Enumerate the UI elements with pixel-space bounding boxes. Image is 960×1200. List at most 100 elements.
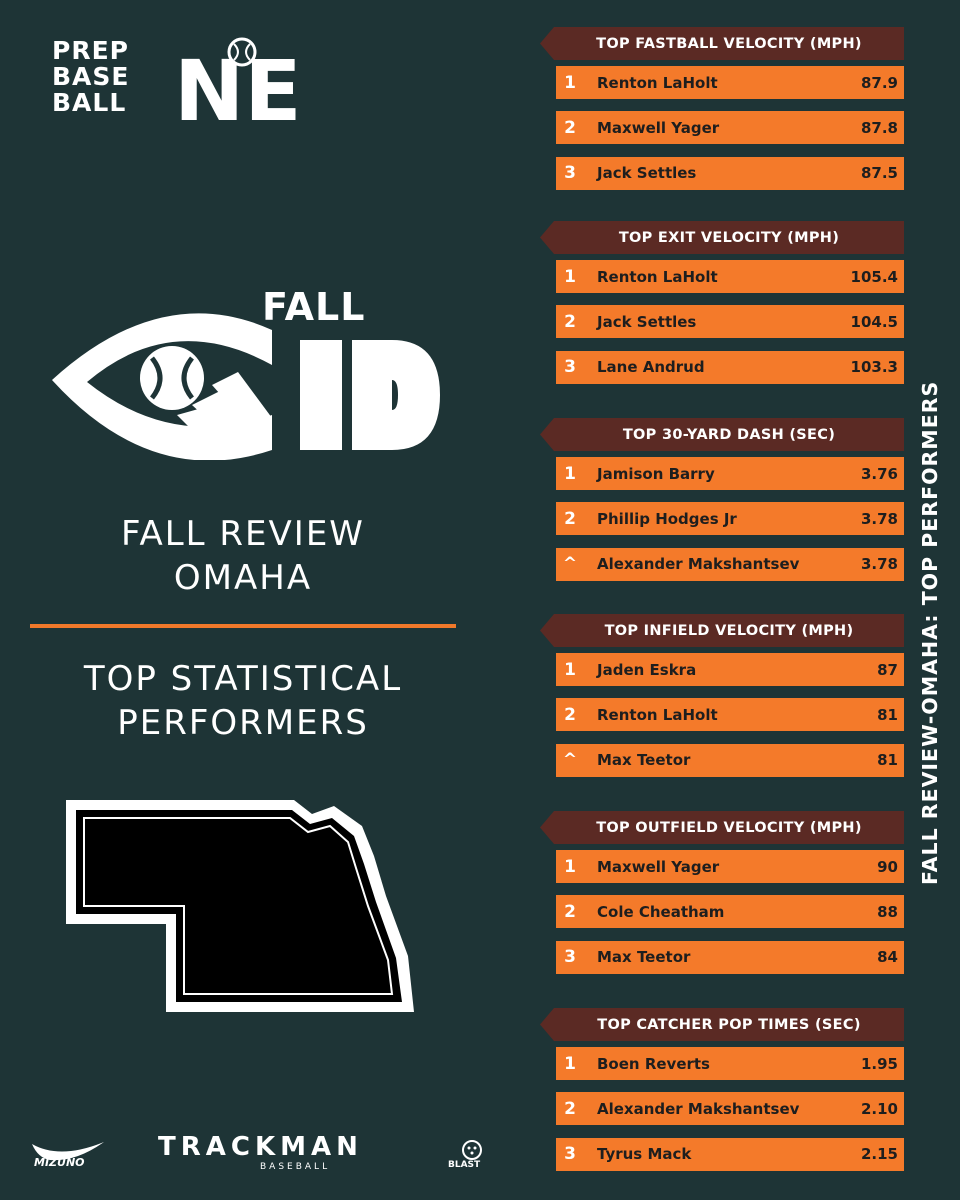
player-name: Lane Andrud <box>597 358 705 377</box>
stat-value: 88 <box>877 902 898 921</box>
rank-badge: 3 <box>564 1144 576 1165</box>
leaderboard-row: 2 Maxwell Yager 87.8 <box>556 111 904 145</box>
id-letter-i <box>300 340 342 450</box>
leaderboard-section: TOP FASTBALL VELOCITY (MPH) 1 Renton LaHol… <box>540 27 904 202</box>
stat-value: 81 <box>877 705 898 724</box>
leaderboard-row: 2 Cole Cheatham 88 <box>556 895 904 929</box>
stat-value: 104.5 <box>850 312 898 331</box>
prep-baseball-ne-logo: PREP BASE BALL NE <box>52 36 302 132</box>
section-header: TOP OUTFIELD VELOCITY (MPH) <box>540 811 904 844</box>
player-name: Jamison Barry <box>597 464 715 483</box>
player-name: Jack Settles <box>597 164 697 183</box>
leaderboard-row: 1 Jaden Eskra 87 <box>556 653 904 686</box>
rank-badge: ^ <box>562 750 578 771</box>
trackman-subtitle: BASEBALL <box>260 1162 331 1172</box>
player-name: Alexander Makshantsev <box>597 555 800 574</box>
stat-value: 84 <box>877 948 898 967</box>
rank-badge: 1 <box>564 856 576 877</box>
leaderboard-row: 1 Renton LaHolt 87.9 <box>556 66 904 99</box>
leaderboard-section: TOP 30-YARD DASH (SEC) 1 Jamison Barry 3.76… <box>540 418 904 593</box>
speed-trail-icon <box>177 372 272 440</box>
rank-badge: 2 <box>564 1098 576 1119</box>
trackman-wordmark: TRACKMAN <box>158 1132 363 1162</box>
player-name: Maxwell Yager <box>597 857 720 876</box>
player-name: Renton LaHolt <box>597 705 718 724</box>
orange-divider <box>30 624 456 628</box>
blast-logo-icon <box>462 1140 482 1160</box>
rank-badge: 2 <box>564 311 576 332</box>
rank-badge: 3 <box>564 357 576 378</box>
mizuno-wordmark: MIZUNO <box>34 1156 85 1169</box>
stat-value: 90 <box>877 857 898 876</box>
rank-badge: 1 <box>564 1053 576 1074</box>
leaderboard-row: 2 Phillip Hodges Jr 3.78 <box>556 502 904 536</box>
stat-value: 3.78 <box>860 509 898 528</box>
stat-value: 87.8 <box>860 118 898 137</box>
player-name: Max Teetor <box>597 948 691 967</box>
section-header: TOP FASTBALL VELOCITY (MPH) <box>540 27 904 60</box>
rank-badge: ^ <box>562 554 578 575</box>
rank-badge: 3 <box>564 947 576 968</box>
leaderboard-row: 3 Jack Settles 87.5 <box>556 156 904 190</box>
leaderboard-row: 3 Tyrus Mack 2.15 <box>556 1137 904 1171</box>
ball-icon <box>140 346 204 410</box>
prep-baseball-wordmark: PREP BASE BALL <box>52 36 130 117</box>
nebraska-state-icon <box>66 800 414 1012</box>
leaderboard-section: TOP CATCHER POP TIMES (SEC) 1 Boen Reverts… <box>540 1008 904 1183</box>
player-name: Tyrus Mack <box>597 1145 692 1164</box>
player-name: Jack Settles <box>597 312 697 331</box>
leaderboard-row: 2 Jack Settles 104.5 <box>556 305 904 339</box>
player-name: Cole Cheatham <box>597 902 725 921</box>
rank-badge: 2 <box>564 117 576 138</box>
player-name: Maxwell Yager <box>597 118 720 137</box>
player-name: Alexander Makshantsev <box>597 1099 800 1118</box>
player-name: Boen Reverts <box>597 1054 710 1073</box>
leaderboard-row: 1 Maxwell Yager 90 <box>556 850 904 883</box>
player-name: Max Teetor <box>597 751 691 770</box>
leaderboard-section: TOP INFIELD VELOCITY (MPH) 1 Jaden Eskra 87… <box>540 614 904 789</box>
stat-value: 103.3 <box>850 358 898 377</box>
baseball-icon <box>227 37 257 67</box>
player-name: Renton LaHolt <box>597 267 718 286</box>
leaderboard-row: 1 Renton LaHolt 105.4 <box>556 260 904 293</box>
page-subtitle: TOP STATISTICAL PERFORMERS <box>83 659 403 743</box>
player-name: Renton LaHolt <box>597 73 718 92</box>
leaderboard-row: 2 Alexander Makshantsev 2.10 <box>556 1092 904 1126</box>
stat-value: 87 <box>877 660 898 679</box>
event-title: FALL REVIEW OMAHA <box>121 514 365 598</box>
stat-value: 105.4 <box>850 267 898 286</box>
rank-badge: 3 <box>564 163 576 184</box>
leaderboard-row: 1 Jamison Barry 3.76 <box>556 457 904 490</box>
leaderboard-row: 3 Max Teetor 84 <box>556 940 904 974</box>
id-letter-d <box>352 340 440 450</box>
sponsor-bar: MIZUNO TRACKMAN BASEBALL BLAST <box>30 1130 510 1180</box>
stat-value: 3.76 <box>860 464 898 483</box>
section-header: TOP CATCHER POP TIMES (SEC) <box>540 1008 904 1041</box>
stat-value: 3.78 <box>860 555 898 574</box>
rank-badge: 2 <box>564 901 576 922</box>
rank-badge: 2 <box>564 704 576 725</box>
rank-badge: 1 <box>564 463 576 484</box>
mizuno-logo-icon <box>32 1142 104 1161</box>
leaderboard-row: ^ Alexander Makshantsev 3.78 <box>556 547 904 581</box>
leaderboard-section: TOP OUTFIELD VELOCITY (MPH) 1 Maxwell Yage… <box>540 811 904 986</box>
leaderboard-row: 1 Boen Reverts 1.95 <box>556 1047 904 1080</box>
rank-badge: 1 <box>564 266 576 287</box>
fall-id-logo <box>52 313 440 460</box>
section-header: TOP EXIT VELOCITY (MPH) <box>540 221 904 254</box>
rank-badge: 1 <box>564 72 576 93</box>
rank-badge: 1 <box>564 659 576 680</box>
leaderboard-row: ^ Max Teetor 81 <box>556 743 904 777</box>
ne-region-mark: NE <box>174 37 302 132</box>
stat-value: 81 <box>877 751 898 770</box>
blast-wordmark: BLAST <box>448 1160 481 1170</box>
stat-value: 87.5 <box>860 164 898 183</box>
leaderboard-row: 2 Renton LaHolt 81 <box>556 698 904 732</box>
leaderboard-section: TOP EXIT VELOCITY (MPH) 1 Renton LaHolt 105… <box>540 221 904 396</box>
stat-value: 1.95 <box>860 1054 898 1073</box>
section-header: TOP INFIELD VELOCITY (MPH) <box>540 614 904 647</box>
leaderboard-row: 3 Lane Andrud 103.3 <box>556 350 904 384</box>
eye-outline-icon <box>52 313 272 460</box>
player-name: Jaden Eskra <box>597 660 697 679</box>
rank-badge: 2 <box>564 508 576 529</box>
